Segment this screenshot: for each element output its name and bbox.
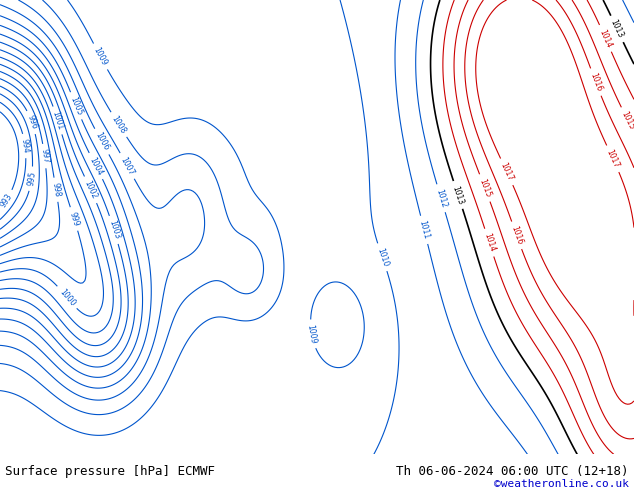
Text: 1014: 1014	[597, 28, 614, 49]
Text: 1014: 1014	[482, 232, 496, 253]
Text: 993: 993	[0, 192, 14, 209]
Text: 1010: 1010	[375, 246, 390, 268]
Text: 996: 996	[25, 114, 39, 131]
Text: 1016: 1016	[509, 225, 524, 246]
Text: 1017: 1017	[499, 161, 515, 182]
Text: 1003: 1003	[107, 219, 121, 241]
Text: Th 06-06-2024 06:00 UTC (12+18): Th 06-06-2024 06:00 UTC (12+18)	[396, 465, 629, 478]
Text: 1009: 1009	[306, 324, 318, 344]
Text: 1015: 1015	[477, 177, 493, 198]
Text: 1004: 1004	[87, 155, 105, 177]
Text: 1008: 1008	[110, 114, 127, 135]
Text: 1013: 1013	[609, 18, 625, 40]
Text: 995: 995	[26, 171, 37, 187]
Text: 1006: 1006	[93, 131, 110, 152]
Text: 1009: 1009	[92, 46, 109, 67]
Text: 997: 997	[39, 148, 50, 164]
Text: 1001: 1001	[51, 110, 65, 131]
Text: 1012: 1012	[434, 188, 448, 209]
Text: 1011: 1011	[417, 220, 431, 240]
Text: 1007: 1007	[119, 155, 136, 176]
Text: 998: 998	[51, 182, 61, 197]
Text: Surface pressure [hPa] ECMWF: Surface pressure [hPa] ECMWF	[5, 465, 215, 478]
Text: 1002: 1002	[82, 179, 99, 200]
Text: 1017: 1017	[605, 148, 621, 170]
Text: 1000: 1000	[57, 287, 77, 308]
Text: ©weatheronline.co.uk: ©weatheronline.co.uk	[494, 479, 629, 490]
Text: 1005: 1005	[68, 95, 84, 117]
Text: 1013: 1013	[451, 184, 465, 205]
Text: 1015: 1015	[619, 110, 634, 131]
Text: 994: 994	[20, 138, 30, 154]
Text: 999: 999	[68, 211, 81, 227]
Text: 1016: 1016	[588, 72, 604, 93]
